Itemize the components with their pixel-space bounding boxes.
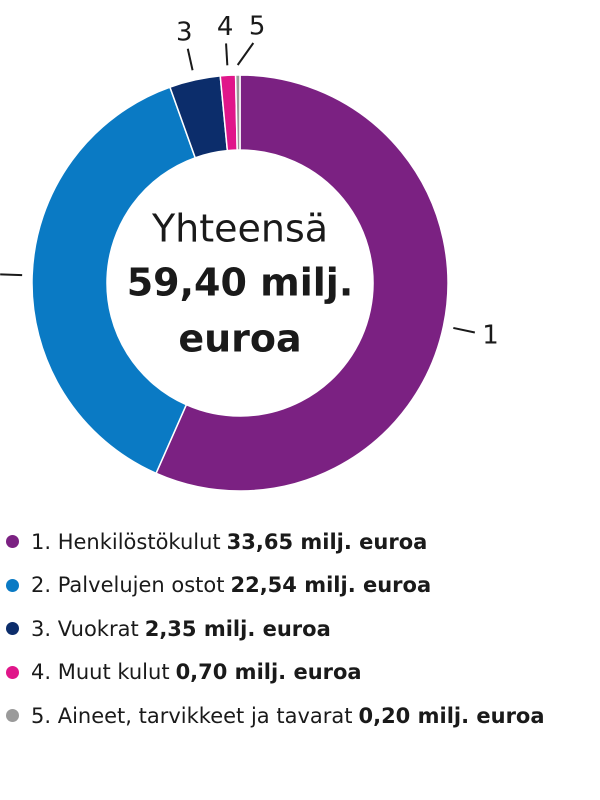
leader-line — [238, 43, 254, 65]
legend-item: 5. Aineet, tarvikkeet ja tavarat0,20 mil… — [6, 694, 545, 738]
legend-value: 0,70 milj. euroa — [176, 660, 362, 684]
center-text: Yhteensä — [151, 207, 328, 251]
legend-item: 1. Henkilöstökulut33,65 milj. euroa — [6, 520, 545, 564]
legend-label: 2. Palvelujen ostot — [31, 573, 224, 597]
legend-dot — [6, 666, 19, 679]
leader-line — [226, 43, 227, 65]
slice — [236, 75, 240, 150]
center-text: euroa — [178, 317, 301, 361]
slice-label: 1 — [482, 320, 499, 350]
leader-line — [0, 274, 22, 275]
chart: 12345Yhteensä59,40 milj.euroa — [0, 0, 600, 510]
legend-item: 2. Palvelujen ostot22,54 milj. euroa — [6, 564, 545, 608]
legend-dot — [6, 709, 19, 722]
legend-value: 0,20 milj. euroa — [358, 704, 544, 728]
legend-label: 3. Vuokrat — [31, 617, 139, 641]
center-text: 59,40 milj. — [127, 261, 354, 305]
legend: 1. Henkilöstökulut33,65 milj. euroa2. Pa… — [6, 520, 545, 738]
legend-dot — [6, 579, 19, 592]
legend-label: 4. Muut kulut — [31, 660, 170, 684]
leader-line — [453, 328, 475, 333]
legend-value: 22,54 milj. euroa — [230, 573, 431, 597]
page: 12345Yhteensä59,40 milj.euroa 1. Henkilö… — [0, 0, 600, 800]
legend-item: 3. Vuokrat2,35 milj. euroa — [6, 607, 545, 651]
slice-label: 4 — [217, 12, 234, 42]
legend-dot — [6, 535, 19, 548]
slice-label: 5 — [249, 12, 266, 42]
legend-label: 1. Henkilöstökulut — [31, 530, 221, 554]
legend-value: 33,65 milj. euroa — [227, 530, 428, 554]
legend-value: 2,35 milj. euroa — [145, 617, 331, 641]
leader-line — [188, 49, 193, 70]
slice-label: 3 — [176, 18, 193, 48]
legend-label: 5. Aineet, tarvikkeet ja tavarat — [31, 704, 352, 728]
legend-dot — [6, 622, 19, 635]
legend-item: 4. Muut kulut0,70 milj. euroa — [6, 651, 545, 695]
